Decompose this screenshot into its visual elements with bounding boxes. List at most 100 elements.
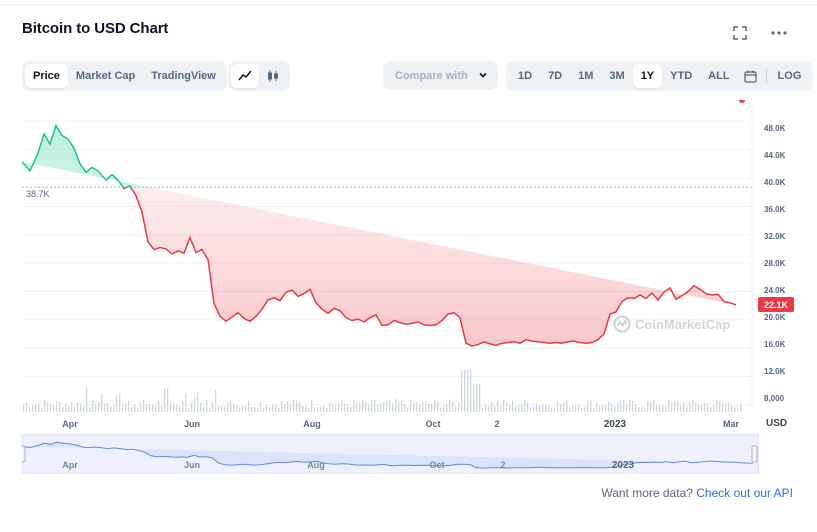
volume-bar: [488, 406, 490, 412]
x-tick-label: Apr: [62, 419, 78, 429]
price-chart[interactable]: [22, 100, 762, 415]
x-tick-label: Oct: [425, 419, 441, 429]
volume-bar: [389, 399, 391, 412]
volume-bar: [125, 402, 127, 412]
volume-bar: [599, 405, 601, 412]
x-tick-label: Jun: [183, 419, 201, 429]
candlestick-icon[interactable]: [259, 64, 287, 88]
line-chart-icon[interactable]: [231, 64, 259, 88]
volume-bar: [512, 400, 514, 412]
volume-bar: [608, 401, 610, 412]
range-ytd[interactable]: YTD: [670, 70, 693, 82]
volume-bar: [542, 404, 544, 412]
compare-dropdown[interactable]: Compare with: [383, 61, 498, 90]
volume-bar: [632, 400, 634, 412]
volume-bar: [236, 405, 238, 412]
volume-bar: [653, 399, 655, 412]
tab-market-cap[interactable]: Market Cap: [75, 70, 136, 82]
more-icon[interactable]: [770, 24, 788, 42]
volume-bar: [281, 401, 283, 412]
volume-bar: [131, 406, 133, 412]
volume-bar: [317, 407, 319, 412]
volume-bar: [680, 405, 682, 412]
range-navigator[interactable]: [22, 434, 759, 474]
volume-bar: [35, 404, 37, 412]
volume-bar: [557, 401, 559, 412]
volume-bar: [350, 406, 352, 412]
price-line-down: [122, 187, 737, 347]
tab-price[interactable]: Price: [25, 64, 68, 88]
reference-price-label: 38.7K: [26, 189, 50, 199]
range-all[interactable]: ALL: [708, 70, 730, 82]
current-price-badge: 22.1K: [758, 297, 794, 312]
volume-bar: [611, 403, 613, 412]
volume-bar: [179, 406, 181, 412]
log-toggle[interactable]: LOG: [777, 70, 802, 82]
volume-bar: [458, 401, 460, 412]
volume-bar: [41, 407, 43, 412]
range-3m[interactable]: 3M: [609, 70, 625, 82]
y-tick-label: 28.0K: [764, 259, 786, 268]
y-axis-unit: USD: [766, 418, 788, 429]
volume-bar: [119, 393, 121, 412]
footer-cta: Want more data? Check out our API: [601, 486, 793, 500]
volume-bar: [158, 401, 160, 412]
volume-bar: [242, 405, 244, 412]
navigator-right-handle[interactable]: [751, 445, 758, 463]
navigator-line: [22, 441, 753, 469]
volume-bar: [419, 404, 421, 412]
chart-title: Bitcoin to USD Chart: [22, 20, 169, 37]
volume-bar: [494, 405, 496, 412]
volume-bar: [146, 404, 148, 412]
volume-bar: [539, 405, 541, 412]
volume-bar: [737, 406, 739, 412]
volume-bar: [233, 403, 235, 412]
fullscreen-icon[interactable]: [731, 24, 749, 42]
volume-bar: [374, 400, 376, 412]
volume-bar: [698, 404, 700, 412]
volume-bar: [89, 406, 91, 412]
volume-bar: [587, 401, 589, 412]
volume-bar: [434, 400, 436, 412]
volume-bar: [527, 402, 529, 412]
volume-bar: [590, 400, 592, 412]
volume-bars: [23, 370, 742, 412]
api-link[interactable]: Check out our API: [696, 486, 793, 500]
navigator-area: [22, 442, 753, 469]
volume-bar: [503, 399, 505, 412]
volume-bar: [368, 403, 370, 412]
volume-bar: [101, 394, 103, 412]
volume-bar: [449, 399, 451, 412]
volume-bar: [641, 406, 643, 412]
volume-bar: [416, 402, 418, 412]
volume-bar: [515, 406, 517, 412]
tab-tradingview[interactable]: TradingView: [151, 70, 216, 82]
watermark-text: CoinMarketCap: [635, 316, 731, 332]
volume-bar: [332, 404, 334, 412]
range-1m[interactable]: 1M: [578, 70, 594, 82]
volume-bar: [290, 404, 292, 412]
volume-bar: [170, 401, 172, 412]
calendar-icon[interactable]: [738, 64, 763, 88]
volume-bar: [293, 399, 295, 412]
volume-bar: [248, 400, 250, 412]
volume-bar: [647, 401, 649, 412]
volume-bar: [95, 404, 97, 412]
volume-bar: [110, 406, 112, 412]
volume-bar: [284, 403, 286, 412]
volume-bar: [725, 403, 727, 412]
navigator-tick-label: 2023: [611, 460, 635, 471]
volume-bar: [404, 404, 406, 412]
volume-bar: [239, 407, 241, 412]
range-1y[interactable]: 1Y: [632, 64, 663, 88]
volume-bar: [707, 402, 709, 412]
range-7d[interactable]: 7D: [548, 70, 563, 82]
range-1d[interactable]: 1D: [518, 70, 533, 82]
volume-bar: [287, 401, 289, 412]
current-price-dot: [739, 100, 745, 103]
navigator-left-handle[interactable]: [22, 445, 26, 463]
volume-bar: [320, 406, 322, 412]
volume-bar: [212, 401, 214, 412]
volume-bar: [509, 404, 511, 412]
volume-bar: [197, 391, 199, 412]
